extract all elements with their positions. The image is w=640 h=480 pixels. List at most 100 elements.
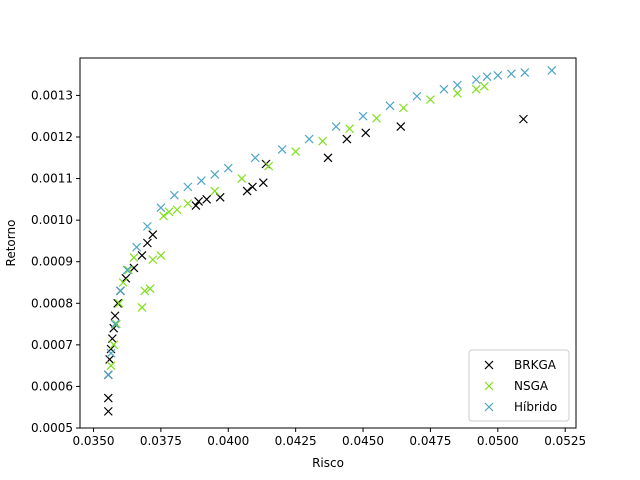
- data-point: [183, 182, 193, 192]
- data-point: [140, 286, 150, 296]
- data-point: [323, 153, 333, 163]
- x-tick-label: 0.0500: [477, 434, 519, 448]
- data-point: [191, 201, 201, 211]
- data-point: [103, 370, 113, 380]
- legend-label: BRKGA: [514, 358, 557, 372]
- data-point: [132, 242, 142, 252]
- data-point: [172, 205, 182, 215]
- legend-entry: Híbrido: [484, 400, 557, 414]
- data-point: [124, 265, 133, 275]
- y-tick-label: 0.0011: [31, 172, 73, 186]
- y-tick-label: 0.0012: [31, 130, 73, 144]
- data-point: [396, 122, 406, 132]
- y-axis-ticks: 0.0005 0.0006 0.0007 0.0008 0.0009 0.0010 0.00…: [31, 88, 80, 435]
- legend: BRKGA NSGA Híbrido: [468, 349, 570, 422]
- data-point: [142, 221, 152, 231]
- y-tick-label: 0.0009: [31, 255, 73, 269]
- data-point: [210, 186, 220, 196]
- x-axis-label: Risco: [312, 456, 344, 470]
- legend-marker: [484, 402, 494, 412]
- data-point: [129, 263, 139, 273]
- data-point: [103, 393, 113, 403]
- data-point: [210, 169, 220, 179]
- data-point: [493, 71, 503, 80]
- data-point: [183, 199, 193, 208]
- legend-label: NSGA: [514, 379, 549, 393]
- axes-frame: [79, 57, 577, 429]
- legend-entry: NSGA: [484, 379, 549, 393]
- legend-label: Híbrido: [514, 400, 557, 414]
- data-point: [399, 103, 408, 113]
- legend-marker: [484, 360, 494, 370]
- legend-marker: [484, 381, 494, 391]
- data-point: [116, 286, 125, 296]
- data-point: [412, 91, 422, 101]
- data-point: [291, 147, 301, 156]
- data-point: [358, 111, 368, 121]
- data-point: [109, 340, 119, 350]
- data-point: [142, 238, 152, 248]
- x-tick-label: 0.0450: [342, 434, 384, 448]
- data-point: [547, 66, 557, 75]
- data-point: [164, 207, 174, 217]
- data-point: [156, 203, 166, 213]
- data-point: [121, 273, 131, 283]
- data-point: [452, 80, 462, 90]
- series-1: [106, 81, 489, 371]
- y-tick-label: 0.0007: [31, 338, 73, 352]
- x-axis-ticks: 0.0350 0.0375 0.0400 0.0425 0.0450 0.0475 0.05…: [72, 428, 586, 448]
- data-point: [129, 253, 139, 262]
- data-point: [345, 124, 354, 134]
- data-point: [277, 145, 287, 154]
- y-tick-label: 0.0010: [31, 213, 73, 227]
- x-tick-label: 0.0400: [207, 434, 249, 448]
- data-point: [137, 251, 147, 260]
- y-tick-label: 0.0006: [31, 379, 73, 393]
- x-tick-label: 0.0475: [409, 434, 451, 448]
- data-point: [264, 161, 274, 171]
- plot-marks: [103, 66, 557, 416]
- series-2: [103, 66, 557, 380]
- y-tick-label: 0.0008: [31, 296, 73, 310]
- data-point: [372, 113, 381, 123]
- data-point: [506, 69, 516, 79]
- y-tick-label: 0.0013: [31, 88, 73, 102]
- data-point: [342, 134, 352, 144]
- x-tick-label: 0.0525: [544, 434, 586, 448]
- data-point: [148, 230, 158, 240]
- data-point: [452, 88, 462, 98]
- data-point: [331, 122, 341, 132]
- data-point: [258, 178, 268, 188]
- legend-box: [468, 349, 570, 422]
- data-point: [520, 68, 530, 77]
- data-point: [145, 284, 155, 294]
- data-point: [471, 75, 481, 85]
- data-point: [159, 211, 168, 221]
- data-point: [304, 134, 314, 144]
- x-tick-label: 0.0375: [140, 434, 182, 448]
- data-point: [248, 182, 257, 192]
- data-point: [156, 251, 166, 260]
- data-point: [106, 361, 116, 371]
- data-point: [137, 303, 147, 312]
- data-point: [385, 101, 395, 111]
- x-tick-label: 0.0425: [275, 434, 317, 448]
- data-point: [471, 84, 481, 94]
- data-point: [122, 265, 132, 275]
- data-point: [479, 81, 489, 91]
- legend-entry: BRKGA: [484, 358, 557, 372]
- data-point: [106, 348, 116, 358]
- data-point: [194, 197, 204, 206]
- data-point: [519, 114, 528, 124]
- data-point: [113, 298, 123, 308]
- y-axis-label: Retorno: [4, 220, 18, 267]
- data-point: [202, 194, 212, 204]
- data-point: [118, 278, 128, 287]
- data-point: [114, 298, 124, 308]
- data-point: [318, 136, 328, 146]
- data-point: [361, 128, 371, 138]
- data-point: [196, 176, 206, 186]
- y-tick-label: 0.0005: [31, 421, 73, 435]
- data-point: [111, 319, 121, 329]
